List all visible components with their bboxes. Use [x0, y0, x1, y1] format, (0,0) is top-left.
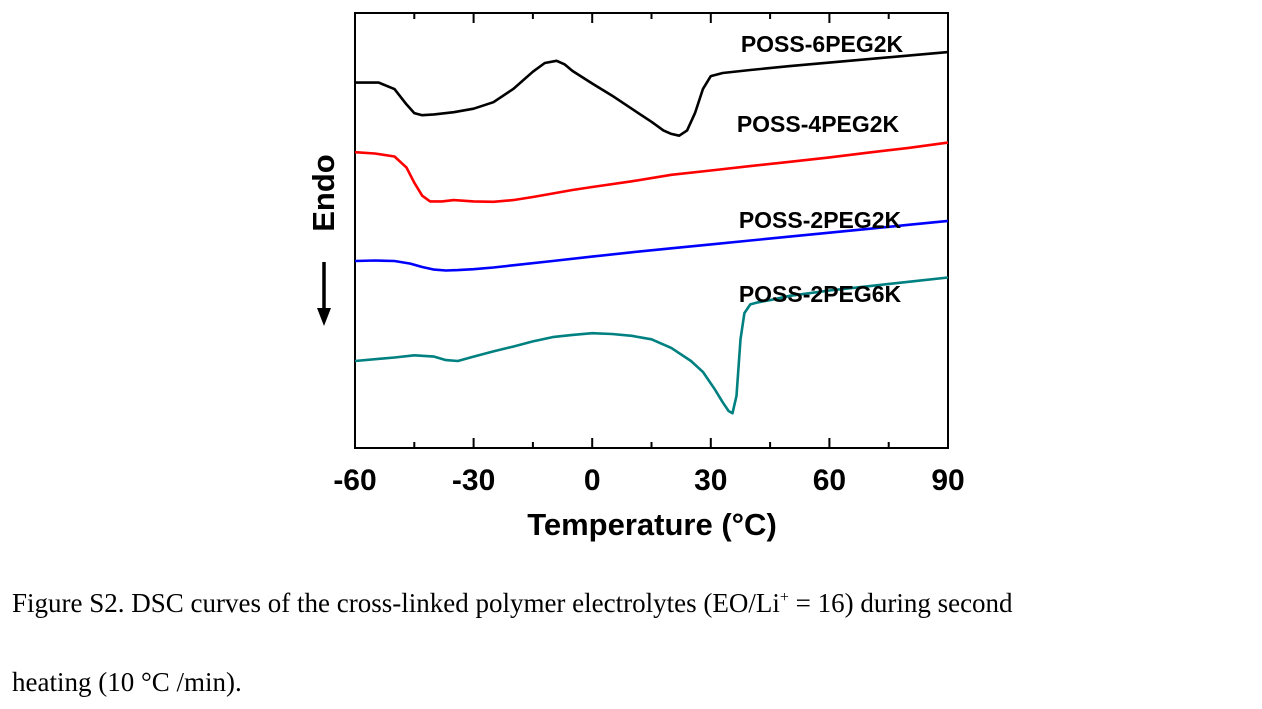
series-line-poss-4peg2k — [354, 141, 949, 204]
series-label-poss-6peg2k: POSS-6PEG2K — [741, 31, 904, 57]
series-label-poss-2peg2k: POSS-2PEG2K — [739, 207, 902, 233]
figure-caption-line-1: Figure S2. DSC curves of the cross-linke… — [12, 588, 1257, 619]
dsc-chart: -60 -30 0 30 60 90 POSS-6PEG2KPOSS-4PEG2KPOSS… — [306, 12, 965, 542]
series-label-poss-4peg2k: POSS-4PEG2K — [737, 111, 900, 137]
caption-text-3: heating (10 °C /min). — [12, 667, 242, 697]
x-axis-ticks: -60 -30 0 30 60 90 — [333, 13, 965, 497]
x-axis-title: Temperature (°C) — [527, 507, 777, 542]
series-line-poss-6peg2k — [355, 50, 949, 137]
series-line-poss-2peg2k — [354, 219, 949, 272]
x-tick-label: 90 — [931, 464, 964, 497]
x-tick-label: 30 — [694, 464, 727, 497]
endo-down-arrow-icon — [317, 262, 331, 326]
caption-superscript: + — [779, 589, 789, 606]
series-label-poss-2peg6k: POSS-2PEG6K — [739, 281, 902, 307]
caption-text-1: Figure S2. DSC curves of the cross-linke… — [12, 588, 780, 618]
series-lines — [354, 50, 949, 415]
series-labels: POSS-6PEG2K POSS-4PEG2K POSS-2PEG2K POSS-2P… — [737, 31, 904, 307]
x-tick-label: 60 — [813, 464, 846, 497]
series-line-poss-2peg6k — [354, 276, 949, 415]
caption-text-2: = 16) during second — [788, 588, 1013, 618]
figure-caption-line-2: heating (10 °C /min). — [12, 667, 1257, 698]
x-tick-label: -60 — [333, 464, 376, 497]
x-tick-label: -30 — [452, 464, 495, 497]
y-axis-title: Endo — [306, 154, 341, 232]
x-tick-label: 0 — [584, 464, 601, 497]
